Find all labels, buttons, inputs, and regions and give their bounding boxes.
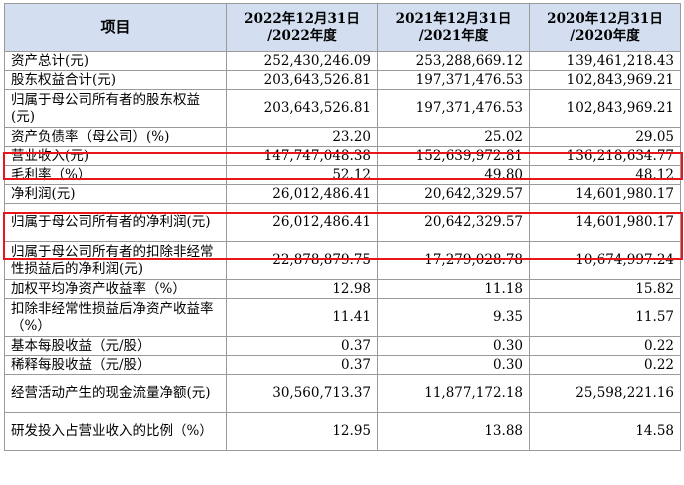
value-2021: 152,639,972.81 bbox=[377, 146, 530, 166]
header-2021: 2021年12月31日 /2021年度 bbox=[377, 3, 530, 52]
row-label: 加权平均净资产收益率（%） bbox=[4, 279, 227, 299]
value-2022: 23.20 bbox=[226, 127, 378, 147]
row-label: 归属于母公司所有者的股东权益(元) bbox=[4, 89, 227, 128]
value-2020: 139,461,218.43 bbox=[529, 51, 681, 71]
table-row: 毛利率（%） 52.12 49.80 48.12 bbox=[4, 165, 681, 185]
table-row: 营业收入(元) 147,747,048.38 152,639,972.81 13… bbox=[4, 146, 681, 166]
value-2022: 203,643,526.81 bbox=[226, 89, 378, 128]
row-label: 经营活动产生的现金流量净额(元) bbox=[4, 374, 227, 413]
value-2022: 147,747,048.38 bbox=[226, 146, 378, 166]
value-2021: 253,288,669.12 bbox=[377, 51, 530, 71]
header-2020-date: 2020年12月31日 bbox=[547, 10, 663, 27]
row-label: 归属于母公司所有者的扣除非经常性损益后的净利润(元) bbox=[4, 241, 227, 280]
table-row: 经营活动产生的现金流量净额(元) 30,560,713.37 11,877,17… bbox=[4, 374, 681, 413]
table-header-row: 项目 2022年12月31日 /2022年度 2021年12月31日 /2021… bbox=[4, 3, 681, 52]
header-2021-date: 2021年12月31日 bbox=[395, 10, 512, 27]
value-2020: 0.22 bbox=[529, 336, 681, 356]
value-2021: 20,642,329.57 bbox=[377, 203, 530, 242]
value-2020: 29.05 bbox=[529, 127, 681, 147]
value-2020: 102,843,969.21 bbox=[529, 70, 681, 90]
table-row: 基本每股收益（元/股） 0.37 0.30 0.22 bbox=[4, 336, 681, 356]
value-2021: 9.35 bbox=[377, 298, 530, 337]
value-2022: 22,878,879.75 bbox=[226, 241, 378, 280]
value-2022: 12.95 bbox=[226, 412, 378, 451]
table-row: 资产总计(元) 252,430,246.09 253,288,669.12 13… bbox=[4, 51, 681, 71]
table-row: 净利润(元) 26,012,486.41 20,642,329.57 14,60… bbox=[4, 184, 681, 204]
value-2022: 0.37 bbox=[226, 355, 378, 375]
value-2022: 52.12 bbox=[226, 165, 378, 185]
row-label: 资产总计(元) bbox=[4, 51, 227, 71]
value-2021: 13.88 bbox=[377, 412, 530, 451]
header-2022: 2022年12月31日 /2022年度 bbox=[226, 3, 378, 52]
table-row: 加权平均净资产收益率（%） 12.98 11.18 15.82 bbox=[4, 279, 681, 299]
value-2021: 197,371,476.53 bbox=[377, 70, 530, 90]
header-2022-year: /2022年度 bbox=[267, 27, 337, 44]
table-row: 资产负债率（母公司）(%) 23.20 25.02 29.05 bbox=[4, 127, 681, 147]
value-2022: 203,643,526.81 bbox=[226, 70, 378, 90]
table-row: 稀释每股收益（元/股） 0.37 0.30 0.22 bbox=[4, 355, 681, 375]
header-2020-year: /2020年度 bbox=[570, 27, 640, 44]
value-2021: 17,279,028.78 bbox=[377, 241, 530, 280]
value-2021: 20,642,329.57 bbox=[377, 184, 530, 204]
value-2022: 26,012,486.41 bbox=[226, 184, 378, 204]
value-2022: 30,560,713.37 bbox=[226, 374, 378, 413]
value-2021: 11.18 bbox=[377, 279, 530, 299]
header-2022-date: 2022年12月31日 bbox=[244, 10, 360, 27]
table-row: 归属于母公司所有者的净利润(元) 26,012,486.41 20,642,32… bbox=[4, 203, 681, 242]
row-label: 研发投入占营业收入的比例（%） bbox=[4, 412, 227, 451]
value-2021: 11,877,172.18 bbox=[377, 374, 530, 413]
table-row: 归属于母公司所有者的股东权益(元) 203,643,526.81 197,371… bbox=[4, 89, 681, 128]
financial-data-table: 项目 2022年12月31日 /2022年度 2021年12月31日 /2021… bbox=[4, 3, 681, 451]
row-label: 扣除非经常性损益后净资产收益率（%） bbox=[4, 298, 227, 337]
row-label: 归属于母公司所有者的净利润(元) bbox=[4, 203, 227, 242]
row-label: 净利润(元) bbox=[4, 184, 227, 204]
value-2021: 0.30 bbox=[377, 355, 530, 375]
header-2021-year: /2021年度 bbox=[418, 27, 489, 44]
value-2020: 136,218,634.77 bbox=[529, 146, 681, 166]
value-2021: 25.02 bbox=[377, 127, 530, 147]
table-row: 扣除非经常性损益后净资产收益率（%） 11.41 9.35 11.57 bbox=[4, 298, 681, 337]
value-2020: 102,843,969.21 bbox=[529, 89, 681, 128]
value-2020: 48.12 bbox=[529, 165, 681, 185]
value-2020: 25,598,221.16 bbox=[529, 374, 681, 413]
value-2022: 26,012,486.41 bbox=[226, 203, 378, 242]
value-2022: 12.98 bbox=[226, 279, 378, 299]
header-item: 项目 bbox=[4, 3, 227, 52]
table-row: 股东权益合计(元) 203,643,526.81 197,371,476.53 … bbox=[4, 70, 681, 90]
value-2022: 0.37 bbox=[226, 336, 378, 356]
row-label: 毛利率（%） bbox=[4, 165, 227, 185]
header-2020: 2020年12月31日 /2020年度 bbox=[529, 3, 681, 52]
value-2021: 0.30 bbox=[377, 336, 530, 356]
row-label: 稀释每股收益（元/股） bbox=[4, 355, 227, 375]
row-label: 股东权益合计(元) bbox=[4, 70, 227, 90]
value-2020: 0.22 bbox=[529, 355, 681, 375]
value-2020: 14,601,980.17 bbox=[529, 203, 681, 242]
row-label: 营业收入(元) bbox=[4, 146, 227, 166]
value-2021: 49.80 bbox=[377, 165, 530, 185]
value-2022: 11.41 bbox=[226, 298, 378, 337]
value-2020: 10,674,997.24 bbox=[529, 241, 681, 280]
value-2020: 15.82 bbox=[529, 279, 681, 299]
table-row: 归属于母公司所有者的扣除非经常性损益后的净利润(元) 22,878,879.75… bbox=[4, 241, 681, 280]
value-2020: 14,601,980.17 bbox=[529, 184, 681, 204]
value-2022: 252,430,246.09 bbox=[226, 51, 378, 71]
row-label: 基本每股收益（元/股） bbox=[4, 336, 227, 356]
table-row: 研发投入占营业收入的比例（%） 12.95 13.88 14.58 bbox=[4, 412, 681, 451]
value-2020: 11.57 bbox=[529, 298, 681, 337]
value-2021: 197,371,476.53 bbox=[377, 89, 530, 128]
row-label: 资产负债率（母公司）(%) bbox=[4, 127, 227, 147]
value-2020: 14.58 bbox=[529, 412, 681, 451]
